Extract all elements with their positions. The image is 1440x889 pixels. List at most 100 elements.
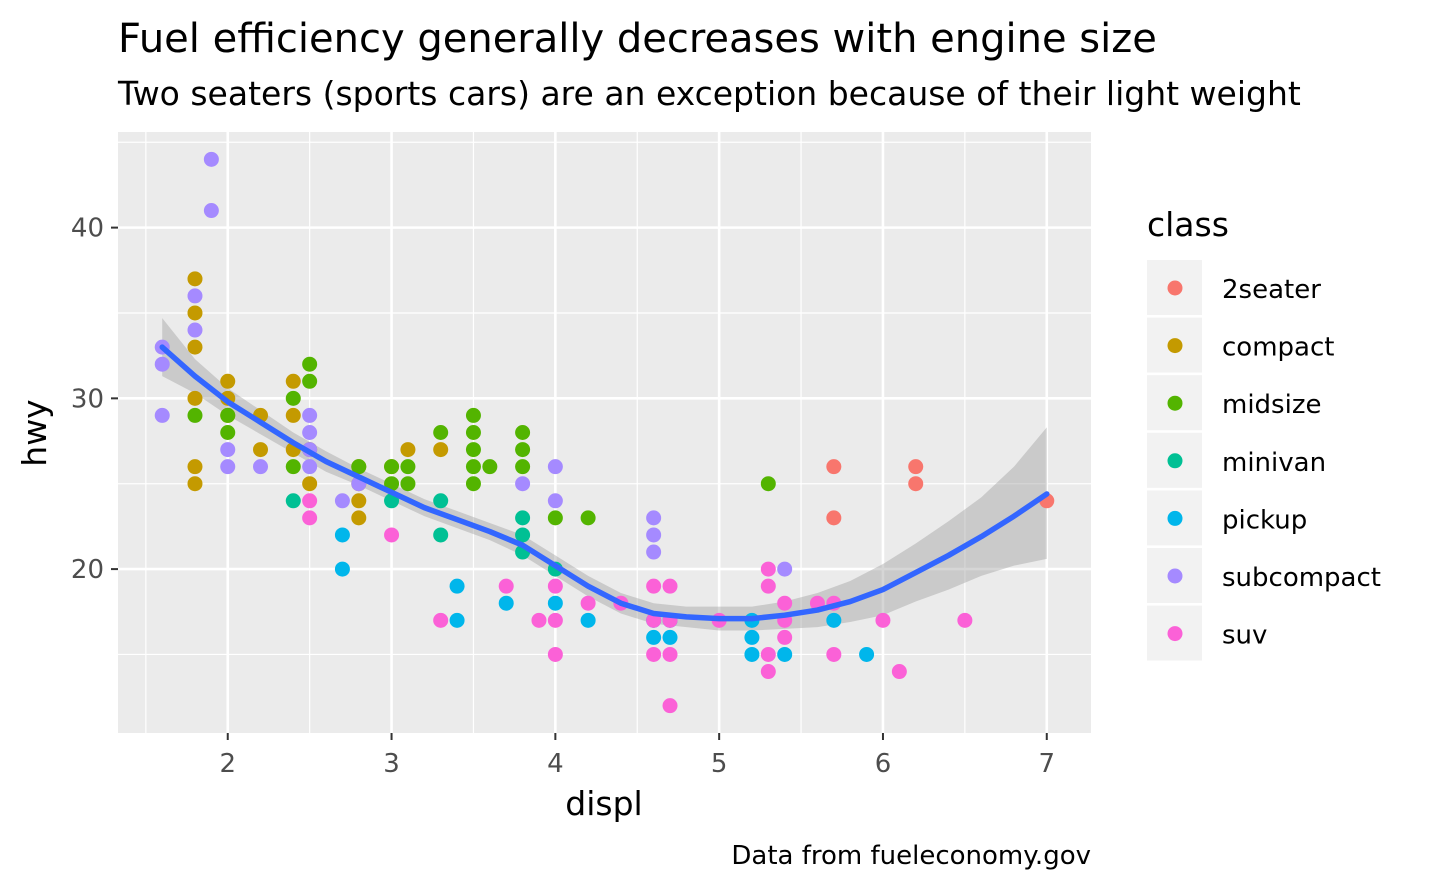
point-pickup [498,595,514,611]
point-pickup [646,629,662,645]
point-subcompact [646,544,662,560]
point-2seater [826,459,842,475]
point-suv [646,578,662,594]
x-axis: 2 3 4 5 6 7 [219,733,1055,779]
point-minivan [515,527,531,543]
point-compact [187,339,203,355]
chart-caption: Data from fueleconomy.gov [731,841,1091,871]
point-pickup [334,561,350,577]
point-suv [433,612,449,628]
point-suv [760,664,776,680]
point-pickup [859,646,875,662]
point-subcompact [203,151,219,167]
point-pickup [744,629,760,645]
point-pickup [334,527,350,543]
point-suv [302,493,318,509]
point-midsize [515,459,531,475]
point-subcompact [547,459,563,475]
point-suv [760,578,776,594]
x-tick-label: 2 [219,749,236,779]
smooth-confidence-band [162,318,1047,631]
point-pickup [580,612,596,628]
chart-subtitle: Two seaters (sports cars) are an excepti… [117,74,1301,113]
point-subcompact [777,561,793,577]
point-subcompact [302,425,318,440]
point-pickup [449,612,465,628]
point-subcompact [203,203,219,219]
point-subcompact [515,476,531,492]
point-pickup [826,612,842,628]
point-subcompact [253,459,269,475]
point-midsize [220,407,236,423]
point-midsize [547,510,563,526]
legend-label: suv [1222,621,1267,651]
point-midsize [465,425,481,440]
point-2seater [908,459,924,475]
x-tick-label: 5 [711,749,728,779]
point-midsize [351,459,367,475]
point-minivan [433,527,449,543]
point-pickup [547,595,563,611]
chart-title: Fuel efficiency generally decreases with… [118,16,1157,62]
point-subcompact [646,527,662,543]
y-axis-title: hwy [15,399,54,466]
point-midsize [465,407,481,423]
point-minivan [515,510,531,526]
point-suv [760,561,776,577]
legend-key-suv [1167,626,1183,642]
point-suv [662,646,678,662]
legend-title: class [1147,205,1229,244]
point-midsize [384,459,400,475]
point-subcompact [187,322,203,338]
legend-key-pickup [1167,510,1183,526]
point-suv [777,595,793,611]
point-suv [547,578,563,594]
smooth-band-area [162,318,1047,631]
point-subcompact [646,510,662,526]
point-suv [957,612,973,628]
legend-key-subcompact [1167,568,1183,584]
point-suv [384,527,400,543]
legend-label: subcompact [1222,563,1381,593]
point-midsize [400,476,416,492]
point-midsize [580,510,596,526]
point-suv [891,664,907,680]
point-minivan [285,493,301,509]
point-subcompact [302,459,318,475]
point-suv [662,578,678,594]
point-pickup [449,578,465,594]
smooth-curve [159,344,1050,622]
point-compact [187,305,203,321]
point-compact [302,476,318,492]
point-suv [580,595,596,611]
point-midsize [465,459,481,475]
point-compact [187,459,203,475]
point-midsize [433,425,449,440]
point-compact [433,442,449,458]
point-minivan [433,493,449,509]
x-tick-label: 6 [875,749,892,779]
point-compact [351,510,367,526]
point-compact [187,271,203,287]
point-subcompact [220,459,236,475]
point-subcompact [547,493,563,509]
y-axis: 20 30 40 [71,214,118,585]
point-2seater [908,476,924,492]
point-compact [187,390,203,406]
point-compact [285,407,301,423]
smooth-line [159,344,1050,622]
point-midsize [400,459,416,475]
point-compact [187,476,203,492]
point-suv [547,612,563,628]
point-midsize [302,373,318,389]
legend-label: pickup [1222,505,1307,535]
legend-key-compact [1167,338,1183,354]
point-midsize [515,425,531,440]
point-midsize [760,476,776,492]
point-midsize [465,442,481,458]
point-suv [826,646,842,662]
legend-label: midsize [1222,390,1321,420]
point-midsize [187,407,203,423]
point-suv [777,629,793,645]
